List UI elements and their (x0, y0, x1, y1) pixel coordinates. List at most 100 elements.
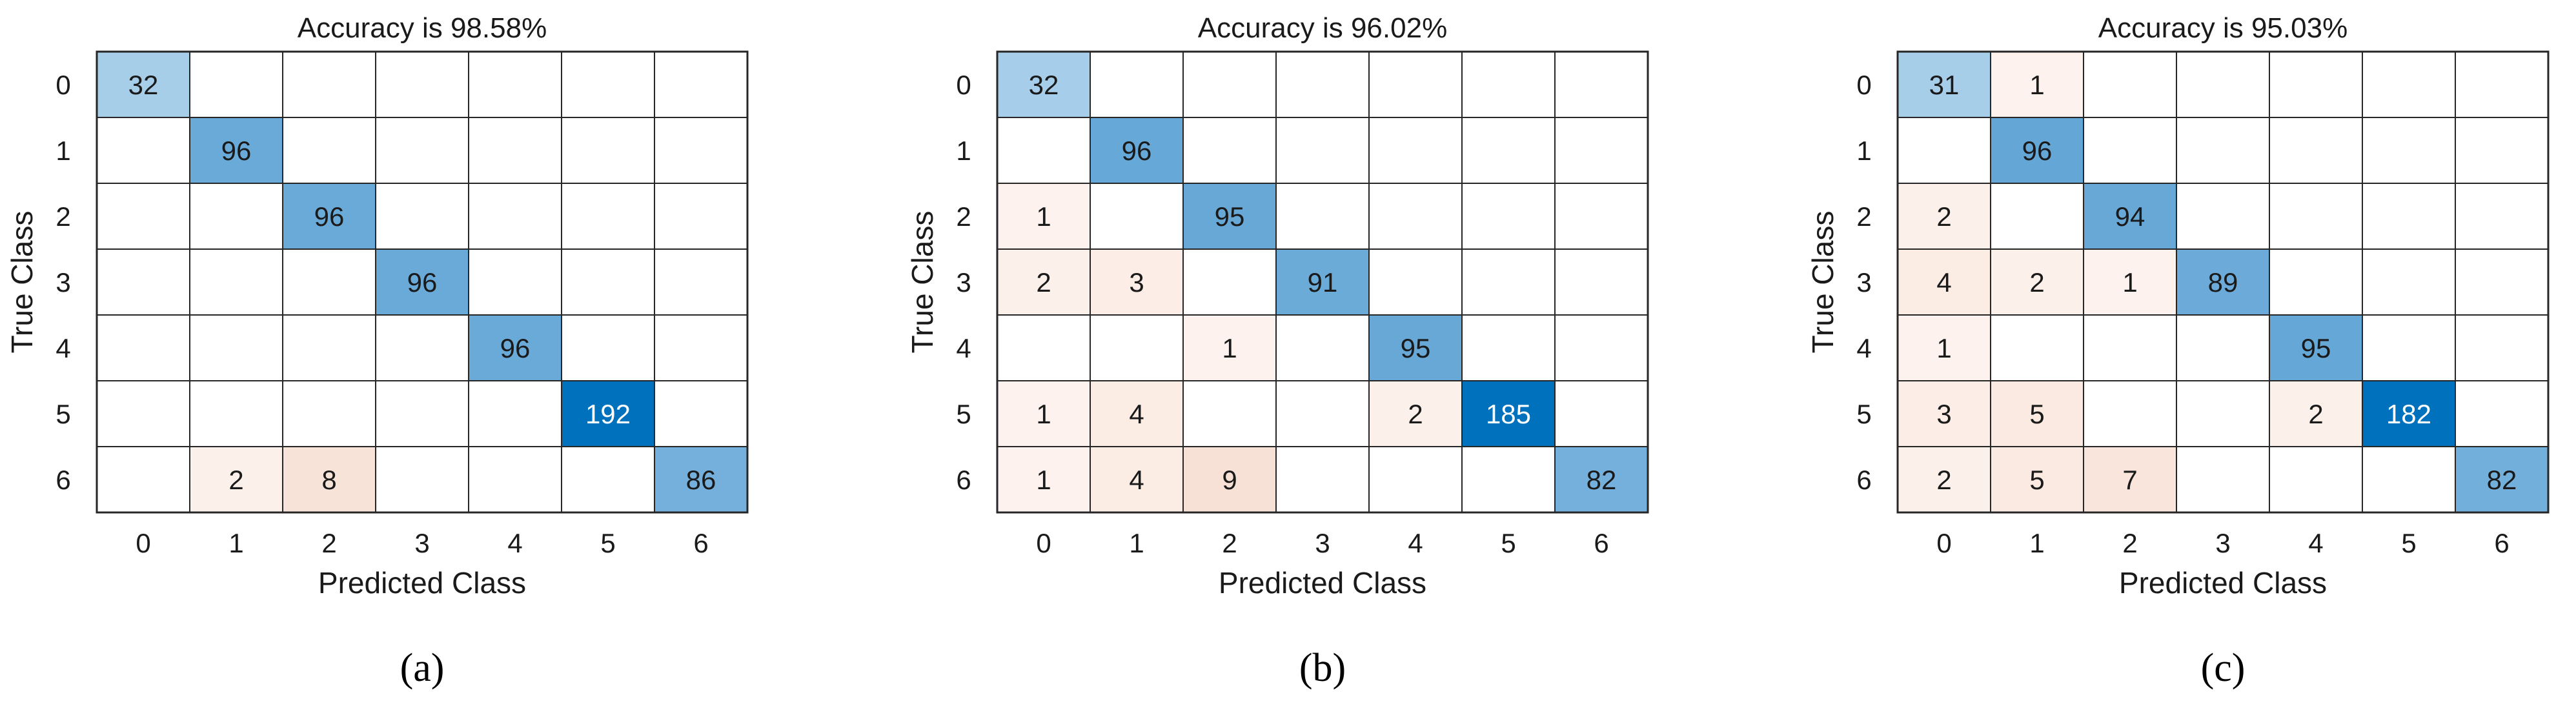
matrix-cell (189, 314, 283, 381)
matrix-cell (375, 446, 469, 513)
cell-value-label: 2 (2308, 399, 2323, 429)
y-tick-label: 5 (956, 399, 971, 429)
x-tick-label: 6 (1594, 528, 1608, 558)
matrix-cell (1897, 380, 1991, 447)
cell-value-label: 4 (1129, 465, 1144, 495)
matrix-cell (654, 248, 748, 316)
cell-value-label: 32 (128, 70, 159, 100)
matrix-cell (2083, 446, 2177, 513)
matrix-cell (2362, 51, 2456, 118)
cell-value-label: 2 (1936, 201, 1951, 232)
matrix-cell (2083, 248, 2177, 316)
matrix-cell (997, 314, 1091, 381)
matrix-cell (1461, 380, 1556, 447)
y-tick-label: 2 (56, 201, 70, 232)
x-tick-label: 2 (321, 528, 336, 558)
matrix-cell (189, 248, 283, 316)
cell-value-label: 185 (1486, 399, 1531, 429)
x-axis-label: Predicted Class (318, 566, 526, 600)
matrix-cell (1368, 248, 1463, 316)
matrix-cell (375, 183, 469, 250)
matrix-cell (1275, 380, 1370, 447)
cell-value-label: 1 (1036, 465, 1051, 495)
matrix-cell (654, 117, 748, 184)
cell-value-label: 82 (2487, 465, 2517, 495)
panel-caption: (b) (1299, 646, 1346, 690)
x-tick-label: 3 (1315, 528, 1330, 558)
cell-value-label: 89 (2208, 267, 2238, 298)
y-tick-label: 1 (56, 136, 70, 166)
y-tick-label: 2 (956, 201, 971, 232)
matrix-cell (468, 117, 562, 184)
matrix-cell (2269, 380, 2363, 447)
y-tick-label: 2 (1856, 201, 1871, 232)
matrix-cell (1461, 51, 1556, 118)
cell-value-label: 96 (2022, 136, 2053, 166)
matrix-cell (375, 314, 469, 381)
cell-value-label: 82 (1587, 465, 1617, 495)
y-tick-label: 6 (1856, 465, 1871, 495)
y-tick-label: 6 (956, 465, 971, 495)
matrix-cell (1182, 183, 1277, 250)
matrix-cell (1275, 314, 1370, 381)
matrix-cell (2176, 446, 2270, 513)
x-tick-label: 0 (1936, 528, 1951, 558)
matrix-cell (2269, 248, 2363, 316)
matrix-cell (1275, 117, 1370, 184)
matrix-cell (96, 248, 190, 316)
matrix-cell (1182, 314, 1277, 381)
matrix-cell (1461, 248, 1556, 316)
cell-value-label: 32 (1029, 70, 1059, 100)
matrix-cell (2362, 446, 2456, 513)
cell-value-label: 5 (2029, 465, 2044, 495)
matrix-cell (1368, 314, 1463, 381)
matrix-cell (561, 446, 655, 513)
matrix-cell (282, 446, 376, 513)
matrix-cell (1182, 380, 1277, 447)
cell-value-label: 4 (1936, 267, 1951, 298)
y-tick-label: 0 (1856, 70, 1871, 100)
matrix-cell (997, 446, 1091, 513)
y-tick-label: 6 (56, 465, 70, 495)
matrix-cell (1275, 248, 1370, 316)
cell-value-label: 86 (686, 465, 716, 495)
matrix-cell (2455, 117, 2549, 184)
x-tick-label: 0 (136, 528, 150, 558)
matrix-cell (1090, 314, 1184, 381)
matrix-cell (2362, 183, 2456, 250)
matrix-cell (1368, 446, 1463, 513)
matrix-cell (375, 117, 469, 184)
matrix-cell (1275, 446, 1370, 513)
matrix-cell (1090, 51, 1184, 118)
matrix-border (96, 50, 749, 514)
matrix-cell (997, 117, 1091, 184)
matrix-border (1896, 50, 2550, 514)
matrix-cell (1090, 117, 1184, 184)
cell-value-label: 3 (1129, 267, 1144, 298)
matrix-cell (1368, 117, 1463, 184)
matrix-cell (654, 380, 748, 447)
chart-title: Accuracy is 98.58% (298, 12, 547, 44)
matrix-cell (2362, 314, 2456, 381)
matrix-cell (2455, 314, 2549, 381)
matrix-cell (96, 380, 190, 447)
cell-value-label: 2 (2029, 267, 2044, 298)
y-tick-label: 1 (1856, 136, 1871, 166)
matrix-cell (1090, 183, 1184, 250)
matrix-cell (561, 183, 655, 250)
matrix-cell (1368, 380, 1463, 447)
matrix-cell (375, 380, 469, 447)
matrix-cell (2176, 183, 2270, 250)
matrix-cell (1368, 51, 1463, 118)
matrix-cell (2176, 51, 2270, 118)
cell-value-label: 96 (1122, 136, 1152, 166)
matrix-cell (282, 51, 376, 118)
cell-value-label: 1 (1222, 333, 1237, 363)
cell-value-label: 94 (2115, 201, 2145, 232)
matrix-cell (1554, 446, 1648, 513)
matrix-cell (468, 183, 562, 250)
matrix-cell (2269, 446, 2363, 513)
